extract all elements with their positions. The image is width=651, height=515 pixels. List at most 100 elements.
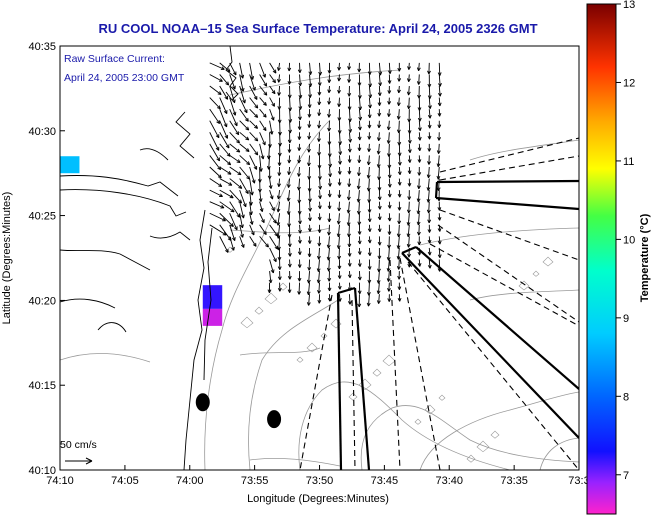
coastline-segment (203, 227, 213, 381)
current-vector-head (307, 148, 311, 153)
current-vector-head (407, 182, 412, 187)
current-vector-head (277, 172, 282, 176)
current-vector (288, 166, 291, 175)
current-vector-head (297, 159, 302, 164)
coastline-segment (183, 209, 206, 470)
current-vector-head (240, 233, 244, 238)
current-vector (269, 224, 279, 237)
current-vector (358, 86, 361, 99)
current-vector (378, 74, 381, 86)
current-vector (428, 109, 431, 119)
current-vector-head (246, 161, 251, 166)
current-vector (269, 259, 274, 274)
current-vector-head (377, 255, 382, 260)
current-vector-head (317, 124, 322, 129)
surface-current-vectors (209, 62, 442, 308)
current-vector-head (417, 147, 422, 152)
current-vector-head (417, 117, 422, 122)
current-vector (348, 294, 351, 305)
current-vector-head (377, 102, 382, 106)
current-vector-head (229, 194, 234, 199)
current-vector-head (271, 102, 275, 107)
depth-contour (298, 381, 511, 470)
current-vector (318, 271, 320, 284)
current-vector-head (386, 126, 391, 131)
current-vector-head (242, 203, 247, 208)
current-vector-head (437, 92, 442, 97)
sst-patch (202, 285, 223, 309)
current-vector (408, 97, 410, 109)
current-vector-head (357, 136, 362, 141)
current-vector (378, 271, 380, 284)
current-vector (318, 120, 320, 129)
current-vector-head (252, 86, 256, 91)
current-vector-head (245, 148, 250, 152)
current-vector-head (261, 219, 265, 224)
current-vector-head (378, 71, 383, 76)
current-vector-head (387, 183, 392, 188)
current-vector (437, 155, 440, 167)
current-vector-head (406, 209, 411, 214)
current-vector (438, 74, 441, 87)
current-vector-head (286, 184, 291, 188)
current-vector-head (228, 182, 233, 186)
velocity-scale: 50 cm/s (60, 439, 97, 465)
current-vector (239, 97, 248, 114)
current-vector (339, 282, 341, 290)
current-vector-head (368, 83, 373, 88)
current-vector-head (386, 140, 391, 144)
current-vector (219, 178, 233, 186)
current-vector (428, 86, 431, 99)
current-vector-head (236, 159, 241, 164)
current-vector-head (366, 187, 371, 192)
colorbar: 7 8 9 10 11 12 13 Temperature (°C) (586, 0, 651, 515)
current-vector (417, 201, 420, 214)
current-vector-head (397, 297, 402, 302)
current-vector (428, 247, 431, 256)
current-vector-head (396, 265, 401, 270)
x-tick-label: 73:3 (568, 475, 589, 487)
x-axis-ticks: 74:10 74:05 74:00 73:55 73:50 73:45 73:40 73:35… (46, 465, 590, 487)
current-vector-head (277, 276, 282, 281)
current-vector-head (337, 298, 342, 302)
current-vector (368, 224, 371, 232)
current-vector (348, 190, 350, 201)
current-vector (298, 178, 300, 191)
current-vector (418, 132, 421, 141)
current-vector-head (216, 157, 220, 162)
current-vector-head (298, 94, 303, 99)
y-tick-label: 40:10 (28, 465, 56, 477)
map-title: RU COOL NOAA–15 Sea Surface Temperature:… (98, 21, 537, 36)
current-vector-head (406, 222, 411, 226)
current-vector-head (367, 71, 372, 75)
current-vector (309, 62, 312, 75)
current-vector-head (367, 124, 372, 129)
current-vector-head (287, 149, 292, 153)
current-vector (328, 120, 330, 132)
current-vector (259, 74, 268, 87)
current-vector (398, 166, 401, 175)
current-vector-head (357, 290, 362, 295)
current-vector-head (249, 211, 253, 216)
depth-contour (469, 139, 579, 161)
current-vector (298, 166, 300, 177)
current-vector-head (376, 300, 381, 304)
current-vector-head (338, 141, 342, 145)
current-vector (269, 247, 277, 262)
current-vector (378, 62, 381, 76)
current-vector (318, 132, 320, 142)
current-vector-head (276, 221, 281, 226)
coastline-segment (225, 46, 239, 101)
current-vector (358, 259, 361, 267)
current-vector-head (306, 291, 311, 296)
current-vector-head (240, 243, 245, 248)
current-vector (299, 236, 301, 244)
current-vector (249, 131, 259, 142)
current-vector-head (297, 239, 302, 244)
current-vector (309, 201, 311, 212)
current-vector (387, 259, 390, 272)
current-vector-head (262, 141, 266, 146)
current-vector (339, 143, 341, 155)
current-vector (309, 213, 311, 221)
current-vector (368, 282, 370, 296)
